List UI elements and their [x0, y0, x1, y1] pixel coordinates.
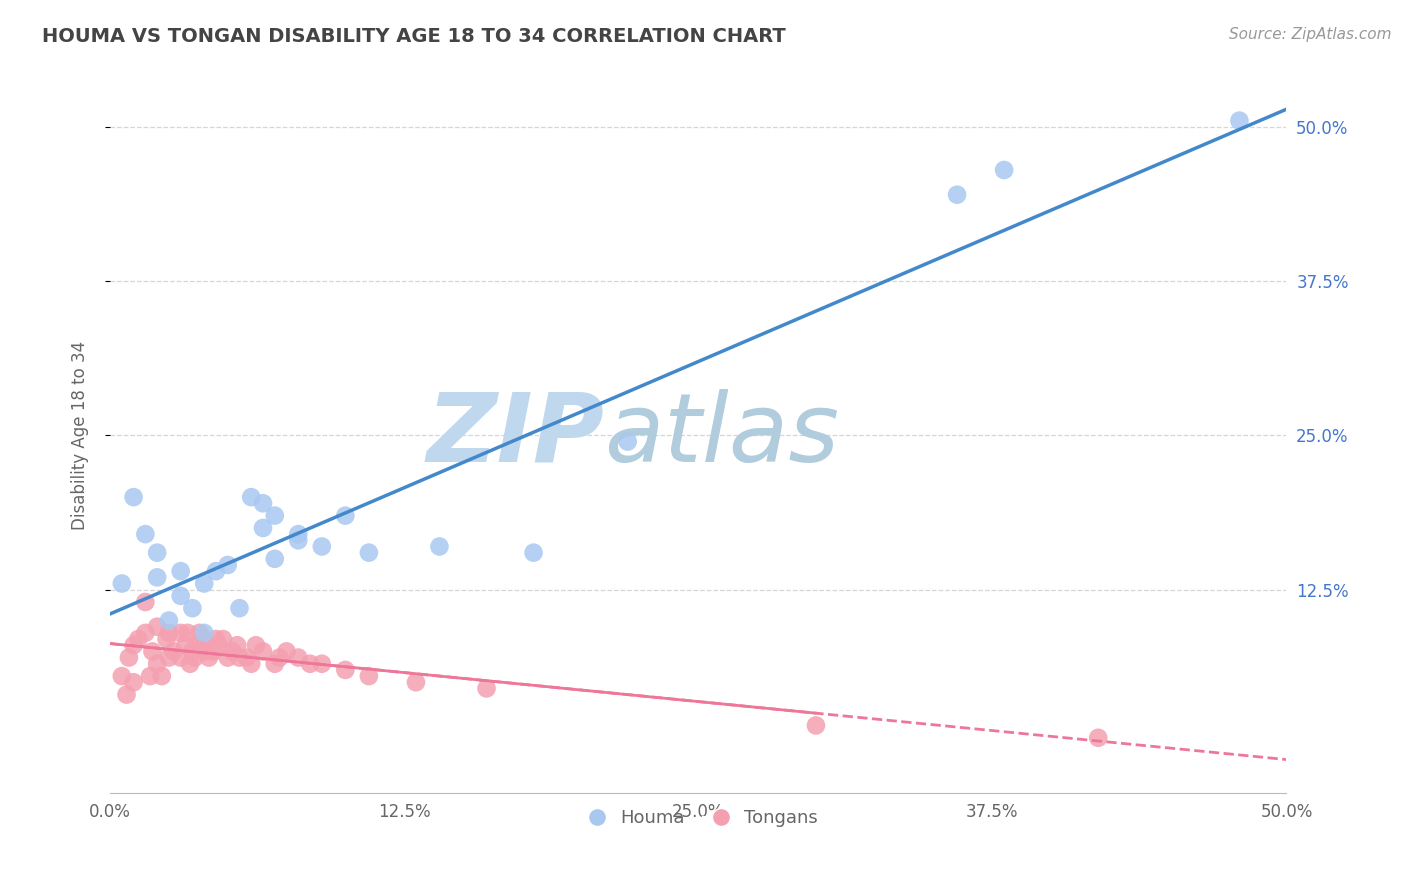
- Point: [146, 570, 169, 584]
- Point: [122, 675, 145, 690]
- Point: [193, 644, 215, 658]
- Point: [217, 650, 239, 665]
- Point: [226, 638, 249, 652]
- Point: [134, 595, 156, 609]
- Point: [146, 657, 169, 671]
- Point: [523, 546, 546, 560]
- Point: [299, 657, 322, 671]
- Point: [252, 496, 274, 510]
- Point: [157, 650, 180, 665]
- Point: [287, 533, 309, 548]
- Point: [263, 657, 285, 671]
- Point: [169, 589, 191, 603]
- Point: [202, 644, 225, 658]
- Point: [111, 669, 134, 683]
- Point: [217, 558, 239, 572]
- Point: [228, 601, 250, 615]
- Point: [181, 644, 204, 658]
- Point: [141, 644, 163, 658]
- Point: [193, 576, 215, 591]
- Point: [122, 638, 145, 652]
- Point: [184, 650, 207, 665]
- Point: [207, 638, 229, 652]
- Point: [429, 540, 451, 554]
- Point: [146, 620, 169, 634]
- Point: [311, 657, 333, 671]
- Point: [139, 669, 162, 683]
- Text: atlas: atlas: [605, 389, 839, 482]
- Point: [188, 626, 211, 640]
- Point: [240, 657, 263, 671]
- Point: [263, 508, 285, 523]
- Point: [228, 650, 250, 665]
- Point: [287, 527, 309, 541]
- Point: [993, 163, 1015, 178]
- Text: ZIP: ZIP: [426, 389, 605, 482]
- Point: [134, 626, 156, 640]
- Point: [157, 626, 180, 640]
- Point: [212, 632, 235, 646]
- Point: [193, 632, 215, 646]
- Point: [181, 601, 204, 615]
- Point: [150, 669, 173, 683]
- Point: [221, 644, 243, 658]
- Point: [245, 638, 267, 652]
- Legend: Houma, Tongans: Houma, Tongans: [571, 802, 825, 834]
- Point: [269, 650, 291, 665]
- Point: [357, 669, 380, 683]
- Point: [155, 632, 177, 646]
- Text: HOUMA VS TONGAN DISABILITY AGE 18 TO 34 CORRELATION CHART: HOUMA VS TONGAN DISABILITY AGE 18 TO 34 …: [42, 27, 786, 45]
- Point: [616, 434, 638, 449]
- Point: [111, 576, 134, 591]
- Text: Source: ZipAtlas.com: Source: ZipAtlas.com: [1229, 27, 1392, 42]
- Point: [1087, 731, 1109, 745]
- Point: [252, 644, 274, 658]
- Point: [115, 688, 138, 702]
- Point: [263, 551, 285, 566]
- Point: [118, 650, 141, 665]
- Point: [335, 663, 357, 677]
- Point: [1229, 113, 1251, 128]
- Y-axis label: Disability Age 18 to 34: Disability Age 18 to 34: [72, 341, 89, 530]
- Point: [357, 546, 380, 560]
- Point: [169, 564, 191, 578]
- Point: [335, 508, 357, 523]
- Point: [174, 638, 197, 652]
- Point: [162, 644, 184, 658]
- Point: [127, 632, 149, 646]
- Point: [198, 650, 221, 665]
- Point: [240, 490, 263, 504]
- Point: [179, 657, 201, 671]
- Point: [146, 546, 169, 560]
- Point: [177, 626, 200, 640]
- Point: [186, 638, 208, 652]
- Point: [134, 527, 156, 541]
- Point: [205, 632, 228, 646]
- Point: [946, 187, 969, 202]
- Point: [205, 564, 228, 578]
- Point: [405, 675, 427, 690]
- Point: [169, 626, 191, 640]
- Point: [235, 650, 257, 665]
- Point: [475, 681, 498, 696]
- Point: [804, 718, 827, 732]
- Point: [157, 614, 180, 628]
- Point: [311, 540, 333, 554]
- Point: [287, 650, 309, 665]
- Point: [276, 644, 298, 658]
- Point: [122, 490, 145, 504]
- Point: [169, 650, 191, 665]
- Point: [252, 521, 274, 535]
- Point: [193, 626, 215, 640]
